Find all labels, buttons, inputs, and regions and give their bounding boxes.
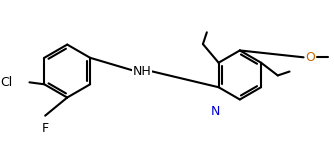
Text: N: N: [211, 105, 220, 118]
Text: O: O: [306, 51, 315, 64]
Text: NH: NH: [132, 65, 151, 78]
Text: Cl: Cl: [1, 76, 13, 89]
Text: F: F: [42, 122, 49, 135]
